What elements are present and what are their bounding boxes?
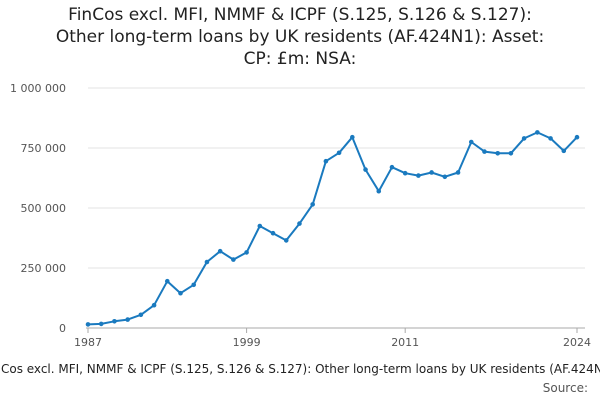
y-tick-label: 250 000 xyxy=(21,262,67,275)
data-point[interactable] xyxy=(561,148,567,154)
data-point[interactable] xyxy=(468,139,474,145)
source-label: Source: xyxy=(542,381,588,395)
y-tick-label: 0 xyxy=(59,322,66,335)
data-point[interactable] xyxy=(416,173,421,178)
y-tick-label: 500 000 xyxy=(21,202,67,215)
data-point[interactable] xyxy=(521,136,527,141)
data-point[interactable] xyxy=(429,170,434,175)
data-point[interactable] xyxy=(125,317,130,322)
data-point[interactable] xyxy=(191,282,197,288)
y-tick-label: 750 000 xyxy=(21,142,67,155)
x-axis-ticks: 1987 1999 2011 2024 xyxy=(74,328,591,349)
chart-title-line-3: CP: £m: NSA: xyxy=(243,49,357,69)
data-point[interactable] xyxy=(138,312,144,318)
data-point[interactable] xyxy=(244,250,249,255)
data-point[interactable] xyxy=(323,158,329,164)
data-point[interactable] xyxy=(402,170,408,176)
data-point[interactable] xyxy=(257,223,263,229)
data-point[interactable] xyxy=(442,174,448,180)
data-point[interactable] xyxy=(336,150,342,156)
grid-lines xyxy=(88,87,585,269)
data-point[interactable] xyxy=(283,238,289,243)
x-tick-label: 2024 xyxy=(563,336,591,349)
series-line xyxy=(87,131,578,326)
data-point[interactable] xyxy=(164,278,170,284)
y-tick-label: 1 000 000 xyxy=(10,82,66,95)
data-point[interactable] xyxy=(178,290,183,296)
data-point[interactable] xyxy=(297,221,302,226)
data-point[interactable] xyxy=(495,150,501,156)
data-point[interactable] xyxy=(363,167,368,172)
y-axis-ticks: 0 250 000 500 000 750 000 1 000 000 xyxy=(10,82,66,335)
data-point[interactable] xyxy=(535,130,540,135)
data-point[interactable] xyxy=(389,164,395,170)
data-point[interactable] xyxy=(455,170,461,175)
line-chart: 0 250 000 500 000 750 000 1 000 000 1987 1999… xyxy=(10,82,591,349)
x-tick-label: 2011 xyxy=(391,336,419,349)
data-point[interactable] xyxy=(508,150,514,156)
series-group xyxy=(85,130,580,327)
data-point[interactable] xyxy=(376,188,382,194)
data-point[interactable] xyxy=(350,134,355,140)
data-point[interactable] xyxy=(217,248,223,254)
data-point[interactable] xyxy=(151,302,157,308)
chart-title-line-2: Other long-term loans by UK residents (A… xyxy=(55,27,545,47)
data-point[interactable] xyxy=(98,321,104,327)
chart-title-line-1: FinCos excl. MFI, NMMF & ICPF (S.125, S.… xyxy=(68,5,532,25)
data-point[interactable] xyxy=(204,259,210,265)
legend-label: FinCos excl. MFI, NMMF & ICPF (S.125, S.… xyxy=(0,362,600,376)
data-point[interactable] xyxy=(231,257,236,262)
x-tick-label: 1987 xyxy=(74,336,102,349)
data-point[interactable] xyxy=(85,322,91,327)
data-point[interactable] xyxy=(270,230,276,236)
data-point[interactable] xyxy=(482,149,487,154)
data-point[interactable] xyxy=(112,318,117,324)
data-point[interactable] xyxy=(574,134,580,140)
legend: FinCos excl. MFI, NMMF & ICPF (S.125, S.… xyxy=(0,362,600,380)
data-point[interactable] xyxy=(548,136,553,141)
x-tick-label: 1999 xyxy=(233,336,261,349)
chart-title: FinCos excl. MFI, NMMF & ICPF (S.125, S.… xyxy=(10,4,590,70)
data-point[interactable] xyxy=(310,202,315,207)
